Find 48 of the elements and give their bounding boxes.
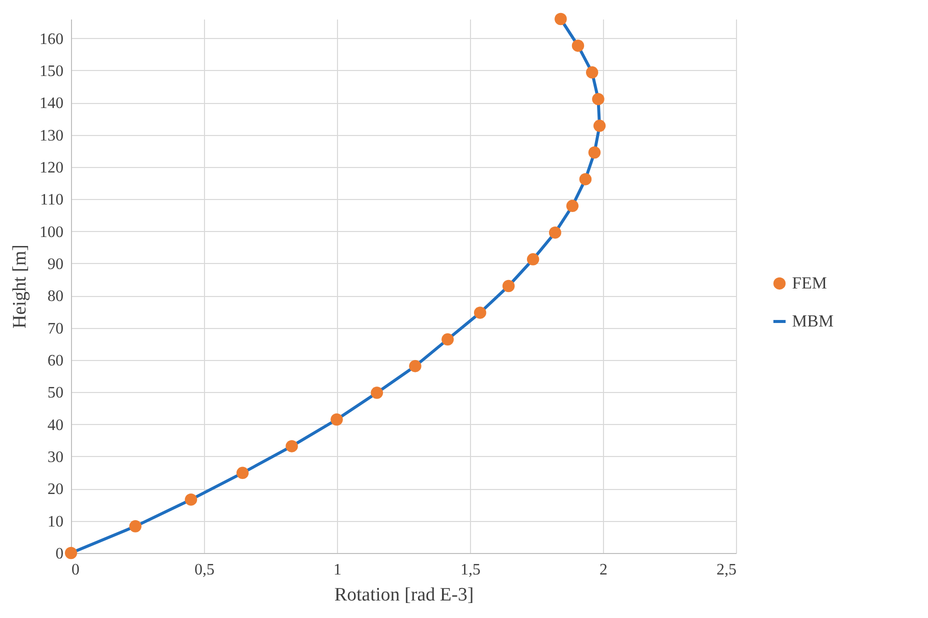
point	[554, 12, 567, 26]
x-tick-label: 2	[600, 562, 608, 578]
point	[566, 200, 579, 212]
point	[572, 40, 584, 52]
y-tick-label: 10	[48, 513, 64, 530]
point	[286, 440, 298, 452]
y-tick-label: 150	[40, 62, 64, 80]
x-tick-label: 2,5	[716, 562, 736, 578]
y-tick-label: 120	[40, 159, 64, 176]
point	[129, 520, 142, 532]
y-tick-label: 40	[48, 416, 64, 434]
y-tick-label: 60	[48, 352, 64, 370]
point	[442, 333, 454, 346]
x-axis-title: Rotation [rad E-3]	[334, 584, 474, 606]
x-tick-label: 0,5	[194, 562, 214, 578]
y-tick-label: 130	[40, 127, 64, 144]
point	[548, 226, 562, 239]
x-tick-label: 1,5	[460, 562, 480, 578]
y-tick-label: 160	[40, 30, 64, 48]
y-tick-label: 50	[48, 384, 64, 402]
y-tick-label: 90	[48, 256, 64, 273]
point	[588, 146, 601, 159]
y-tick-label: 140	[40, 95, 64, 112]
point	[502, 280, 515, 292]
point	[330, 413, 343, 426]
point	[474, 306, 486, 319]
point	[64, 546, 78, 560]
point	[593, 120, 606, 132]
legend-label: FEM	[792, 273, 827, 292]
y-tick-label: 100	[40, 224, 64, 241]
point	[586, 66, 598, 79]
y-tick-label: 20	[48, 481, 64, 498]
legend-label: MBM	[792, 311, 834, 330]
point	[370, 386, 384, 399]
y-tick-label: 30	[48, 448, 64, 466]
point	[236, 466, 249, 480]
y-tick-label: 70	[48, 320, 64, 338]
y-tick-label: 80	[48, 288, 64, 306]
x-tick-label: 0	[72, 562, 80, 578]
point	[579, 173, 592, 186]
x-tick-label: 1	[334, 562, 342, 578]
point	[184, 493, 198, 506]
y-tick-label: 0	[56, 546, 64, 562]
y-axis-title: Height [m]	[10, 244, 30, 328]
point	[526, 253, 540, 266]
point	[409, 360, 422, 372]
y-tick-label: 110	[40, 192, 64, 209]
point	[592, 92, 604, 106]
